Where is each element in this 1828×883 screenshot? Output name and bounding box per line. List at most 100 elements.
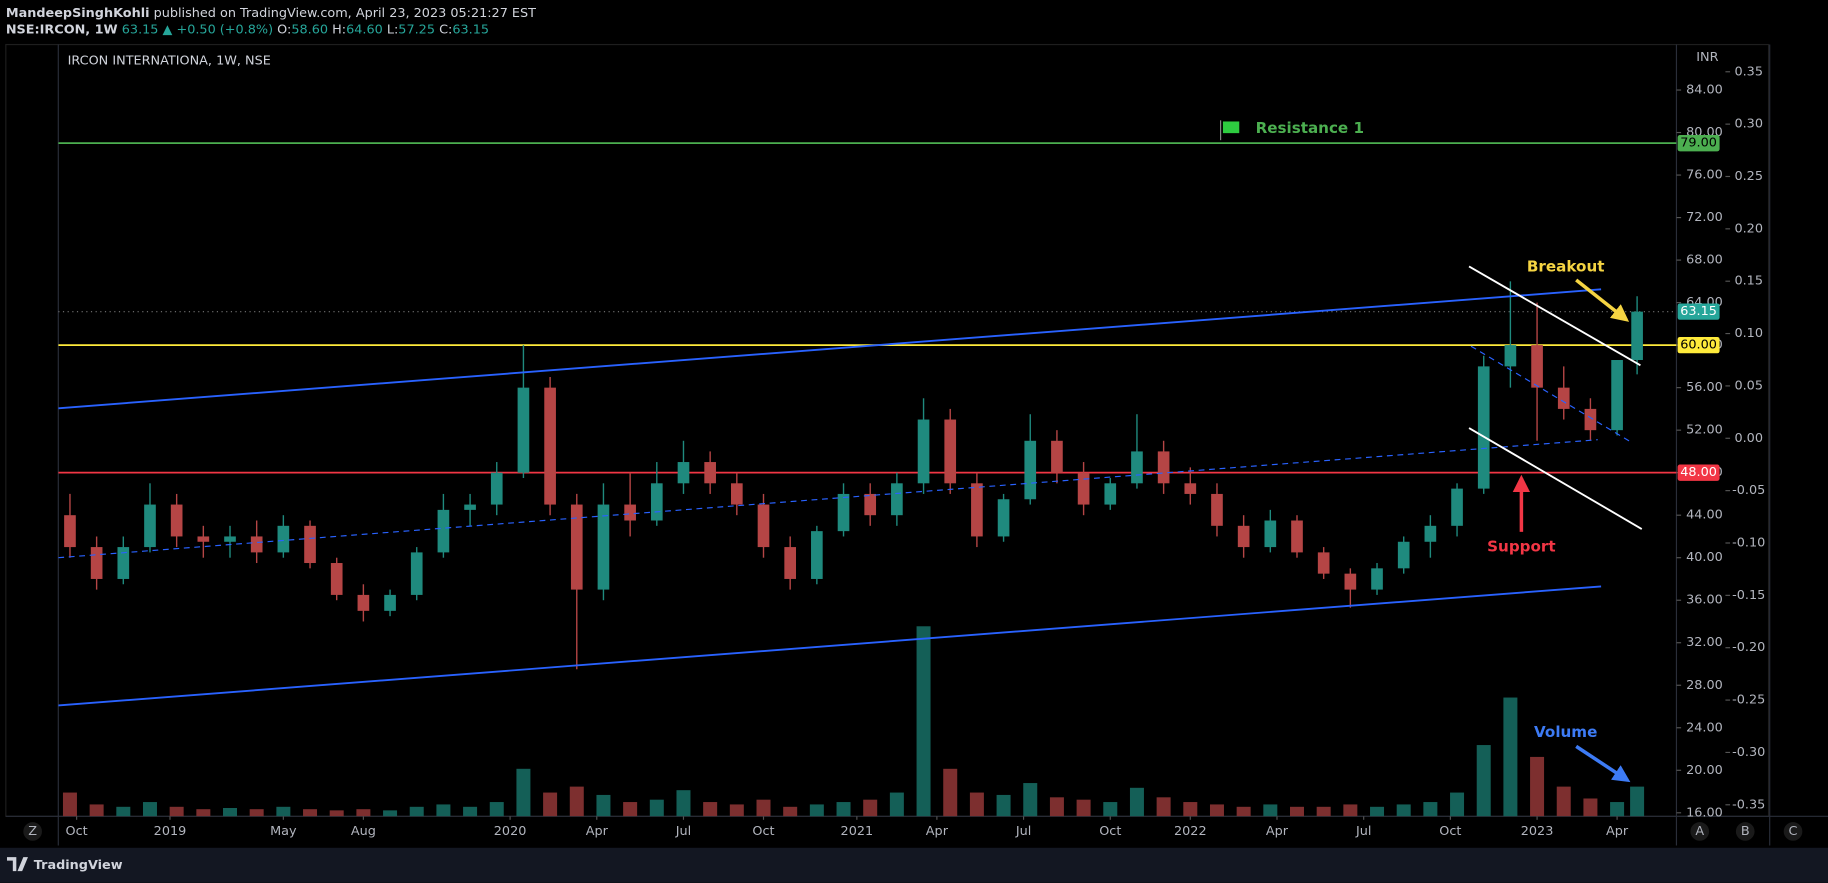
volume-bar [1503, 697, 1518, 817]
candle-body [544, 387, 556, 505]
candle-body [1291, 520, 1303, 553]
y-tick-label: 76.00 [1686, 168, 1723, 183]
candle-body [64, 515, 76, 548]
candle-body [144, 504, 156, 548]
volume-bar [1583, 798, 1598, 817]
button[interactable] [1735, 822, 1755, 841]
button[interactable] [1783, 822, 1803, 841]
annotation: Volume [1534, 723, 1597, 741]
candle-body [224, 536, 236, 542]
y-tick-label: 36.00 [1686, 593, 1723, 608]
candle-body [464, 504, 476, 510]
symbol: NSE:IRCON, 1W [6, 22, 118, 37]
volume-bar [1183, 802, 1198, 817]
x-tick-label: Aug [351, 824, 376, 839]
volume-bar [863, 799, 878, 817]
x-tick-label: Oct [66, 824, 88, 839]
level-tag-label: 60.00 [1680, 338, 1717, 353]
volume-bar [142, 802, 157, 817]
ohlc-key: C: [439, 22, 452, 37]
y-tick-label: 16.00 [1686, 805, 1723, 820]
candle-body [357, 594, 370, 611]
header: MandeepSinghKohli published on TradingVi… [6, 6, 536, 37]
candle-body [1371, 568, 1383, 590]
candle-body [384, 594, 396, 611]
level-tag-label: 48.00 [1680, 465, 1717, 480]
annotation: Support [1487, 538, 1555, 556]
y-tick-label: 32.00 [1686, 635, 1723, 650]
candle-body [90, 547, 103, 579]
y-tick-label: 24.00 [1686, 720, 1723, 735]
x-tick-label: Apr [926, 824, 949, 839]
candle-body [1611, 360, 1623, 431]
published: published on TradingView.com, April 23, … [154, 6, 537, 21]
candle-body [730, 483, 743, 505]
volume-bar [489, 802, 504, 817]
x-tick-label: Apr [586, 824, 609, 839]
candle-body [1157, 451, 1170, 484]
button[interactable] [1690, 822, 1710, 841]
x-tick-label: Jul [675, 824, 691, 839]
trendline [58, 288, 1602, 410]
candle-body [490, 472, 503, 505]
author: MandeepSinghKohli [6, 6, 150, 21]
volume-bar [169, 806, 184, 817]
candle-body [197, 536, 210, 542]
x-tick-label: Jul [1355, 824, 1371, 839]
volume-bar [1343, 804, 1358, 817]
button-label[interactable]: C [1789, 824, 1798, 839]
candle-body [1424, 525, 1437, 542]
volume-bar [1236, 806, 1251, 817]
volume-bar [1530, 756, 1545, 817]
x-tick-label: Jul [1015, 824, 1031, 839]
volume-bar [569, 786, 584, 817]
volume-bar [276, 806, 291, 817]
button[interactable] [23, 822, 42, 841]
candle-body [170, 504, 183, 537]
y2-tick-label: 0.00 [1734, 431, 1763, 446]
level-tag [1677, 336, 1720, 354]
x-tick-label: May [270, 824, 297, 839]
ohlc-value: 57.25 [398, 22, 435, 37]
candle-body [1397, 541, 1410, 569]
y-tick-label: 40.00 [1686, 550, 1723, 565]
candle-body [597, 504, 610, 590]
volume-bar [703, 802, 718, 817]
price-tag-label: 63.15 [1680, 304, 1717, 319]
candle-body [1477, 366, 1490, 489]
volume-bar [649, 799, 664, 817]
volume-bar [1370, 806, 1385, 817]
y2-tick-label: 0.20 [1734, 221, 1763, 236]
volume-bar [1316, 806, 1331, 817]
y2-tick-label: 0.10 [1734, 326, 1763, 341]
volume-bar [196, 809, 211, 817]
button-label[interactable]: Z [28, 824, 37, 839]
volume-bar [729, 804, 744, 817]
candle-body [1317, 552, 1330, 574]
button-label[interactable]: A [1695, 824, 1704, 839]
x-tick-label: Oct [752, 824, 774, 839]
y-tick-label: 68.00 [1686, 253, 1723, 268]
candle-body [650, 483, 663, 521]
candle-body [677, 462, 690, 484]
volume-bar [223, 807, 238, 817]
x-tick-label: 2023 [1521, 824, 1554, 839]
candle-body [1344, 573, 1357, 590]
y-tick-label: 56.00 [1686, 380, 1723, 395]
ohlc-value: 58.60 [291, 22, 328, 37]
candle-body [1237, 525, 1250, 548]
price-tag [1677, 303, 1720, 320]
volume-bar [383, 810, 398, 817]
button-label[interactable]: B [1741, 824, 1750, 839]
volume-bar [1423, 802, 1438, 817]
candle-body [1504, 345, 1517, 367]
x-tick-label: Oct [1099, 824, 1121, 839]
y2-tick-label: -0.25 [1732, 693, 1765, 708]
x-tick-label: Apr [1606, 824, 1629, 839]
volume-bar [516, 768, 531, 817]
candle-body [570, 504, 583, 590]
volume-bar [1049, 797, 1064, 817]
candle-body [997, 499, 1010, 537]
candle-body [944, 419, 957, 484]
volume-bar [409, 806, 424, 817]
